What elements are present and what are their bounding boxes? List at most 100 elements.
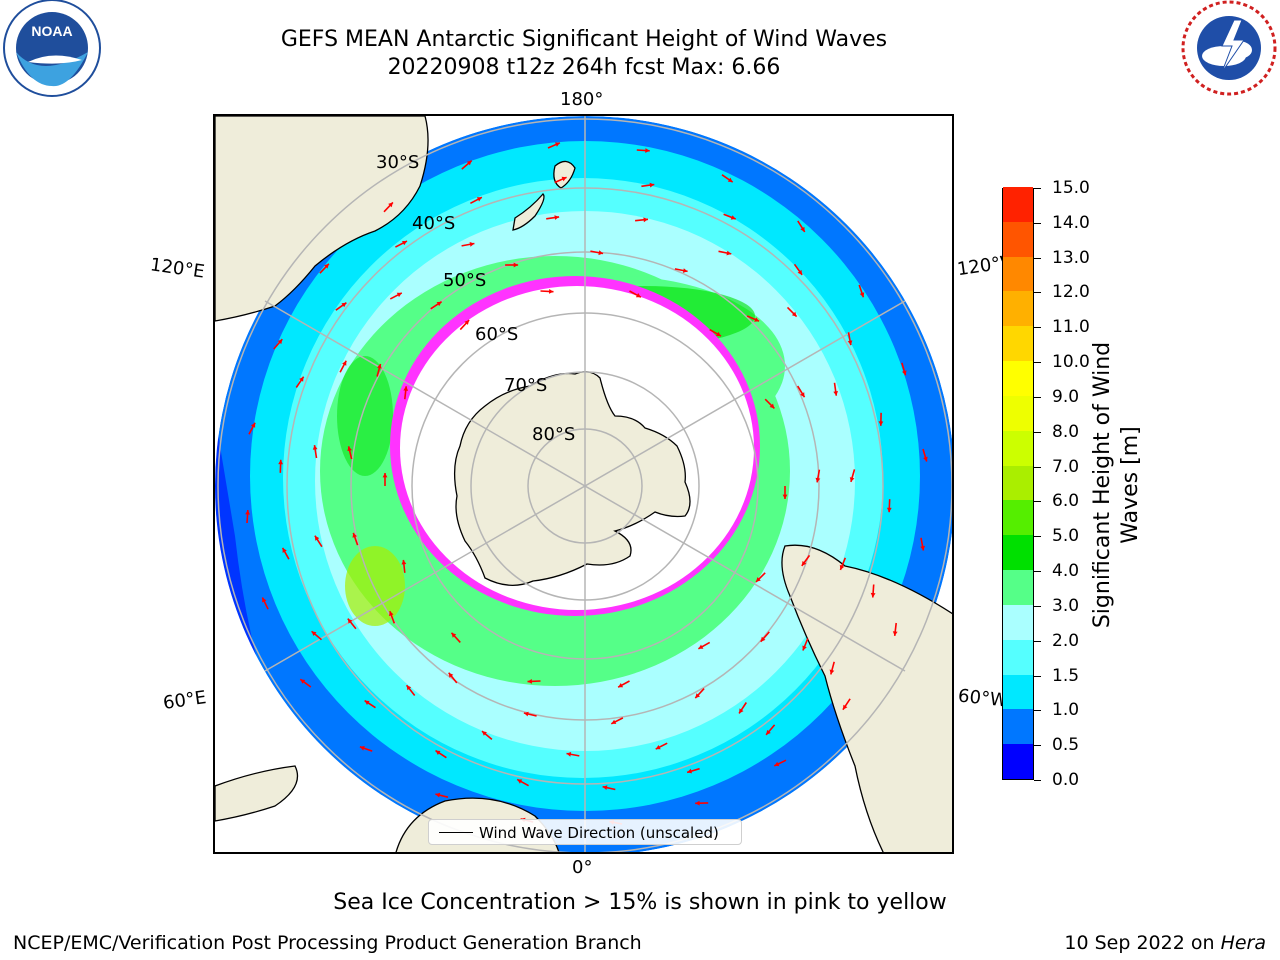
wind-wave-arrow-head — [517, 779, 523, 784]
colorbar-tick — [1034, 640, 1041, 642]
wind-wave-arrow-head — [250, 422, 256, 428]
lon-label-0: 0° — [572, 857, 593, 878]
sea-ice-caption: Sea Ice Concentration > 15% is shown in … — [333, 890, 947, 915]
colorbar-tick — [1034, 605, 1041, 607]
wind-wave-arrow-head — [756, 577, 761, 582]
colorbar-segment — [1003, 743, 1033, 779]
wind-wave-arrow-head — [618, 683, 624, 688]
wind-wave-arrow-head — [839, 564, 845, 570]
wind-wave-arrow-head — [643, 217, 648, 223]
wind-wave-arrow-head — [435, 750, 441, 755]
footer-left: NCEP/EMC/Verification Post Processing Pr… — [13, 932, 642, 954]
colorbar-tick-label: 12.0 — [1052, 282, 1090, 303]
wind-wave-arrow-head — [396, 292, 402, 298]
wind-wave-arrow-head — [802, 645, 807, 651]
south-america — [781, 544, 952, 852]
legend-line-swatch — [439, 832, 473, 833]
wind-wave-arrow-head — [554, 215, 560, 220]
wind-wave-arrow-head — [602, 785, 608, 790]
colorbar-tick-label: 3.0 — [1052, 595, 1080, 616]
polar-map-svg — [215, 116, 952, 852]
wind-wave-arrow-head — [730, 215, 736, 220]
wind-wave-arrow-head — [782, 494, 788, 499]
colorbar-tick-label: 1.0 — [1052, 700, 1080, 721]
wind-wave-arrow-head — [549, 289, 554, 294]
colorbar-tick-label: 10.0 — [1052, 352, 1090, 373]
wind-wave-arrow-head — [561, 176, 567, 182]
wind-wave-arrow-head — [716, 331, 721, 337]
wind-wave-arrow-head — [436, 301, 442, 307]
wind-wave-arrow-head — [833, 391, 838, 396]
wind-wave-arrow-head — [566, 752, 572, 757]
wind-wave-arrow-head — [870, 592, 876, 598]
madagascar — [215, 765, 299, 822]
lat-label-40s: 40°S — [412, 213, 456, 234]
wind-wave-arrow-head — [695, 800, 700, 806]
wind-wave-arrow-head — [687, 768, 692, 774]
wind-wave-arrow-head — [403, 386, 409, 391]
colorbar-segment — [1003, 430, 1033, 466]
wind-wave-arrow-head — [513, 262, 519, 268]
wind-wave-arrow-head — [682, 268, 688, 273]
wind-wave-arrow-head — [920, 545, 925, 551]
lat-label-30s: 30°S — [376, 152, 420, 173]
wind-wave-arrow-head — [698, 644, 704, 649]
wind-wave-arrow-head — [277, 339, 283, 345]
wind-wave-arrow-head — [448, 672, 454, 678]
wind-wave-arrow-head — [451, 632, 457, 638]
colorbar-segment — [1003, 325, 1033, 362]
wind-wave-arrow-head — [299, 376, 304, 382]
wind-wave-arrow-head — [401, 559, 407, 565]
australia — [215, 116, 429, 322]
wind-wave-arrows — [245, 142, 928, 825]
wind-wave-arrow-head — [645, 148, 650, 153]
colorbar-tick — [1034, 536, 1041, 538]
colorbar-segment — [1003, 534, 1033, 571]
lat-label-70s: 70°S — [504, 375, 548, 396]
wind-wave-arrow-head — [815, 477, 821, 483]
wind-wave-arrow-head — [347, 618, 353, 624]
legend-label: Wind Wave Direction (unscaled) — [479, 824, 719, 842]
noaa-logo-text: NOAA — [31, 23, 72, 39]
new-zealand-south — [512, 193, 545, 231]
colorbar-segment — [1003, 674, 1033, 710]
colorbar-tick-label: 13.0 — [1052, 247, 1090, 268]
colorbar-segment — [1003, 604, 1033, 640]
lon-label-60e: 60°E — [161, 687, 208, 714]
colorbar-segment — [1003, 708, 1033, 745]
colorbar-segment — [1003, 256, 1033, 292]
wind-wave-arrow-head — [347, 446, 352, 452]
colorbar-tick — [1034, 396, 1041, 398]
wind-wave-arrow-head — [611, 719, 617, 724]
colorbar-tick — [1034, 292, 1041, 294]
lat-label-80s: 80°S — [532, 424, 576, 445]
colorbar-tick — [1034, 675, 1041, 677]
colorbar-tick — [1034, 571, 1041, 573]
wind-wave-arrow-head — [774, 761, 780, 767]
colorbar-segment — [1003, 465, 1033, 501]
wind-wave-arrow-head — [769, 403, 775, 409]
colorbar-tick — [1034, 188, 1041, 189]
wind-wave-arrow-head — [797, 269, 803, 275]
wind-wave-arrow-head — [791, 311, 797, 317]
colorbar-tick-label: 14.0 — [1052, 212, 1090, 233]
colorbar-tick — [1034, 745, 1041, 747]
title-line-1: GEFS MEAN Antarctic Significant Height o… — [280, 27, 888, 52]
colorbar-tick — [1034, 780, 1041, 781]
wind-wave-arrow-head — [300, 679, 306, 684]
colorbar-tick-label: 4.0 — [1052, 561, 1080, 582]
colorbar-segment — [1003, 395, 1033, 431]
wind-wave-arrow-head — [527, 679, 532, 684]
colorbar-tick — [1034, 327, 1041, 329]
lat-label-50s: 50°S — [443, 270, 487, 291]
wind-wave-arrow-head — [282, 547, 287, 553]
colorbar-tick-label: 8.0 — [1052, 421, 1080, 442]
lon-label-120e: 120°E — [148, 254, 206, 283]
wind-wave-arrow-head — [311, 631, 317, 636]
wind-wave-arrow-head — [278, 459, 283, 465]
wind-wave-arrow-head — [801, 561, 807, 566]
colorbar-tick-label: 2.0 — [1052, 630, 1080, 651]
colorbar-tick-label: 7.0 — [1052, 456, 1080, 477]
wind-wave-arrow-head — [406, 685, 412, 691]
wind-wave-arrow-head — [555, 142, 560, 147]
